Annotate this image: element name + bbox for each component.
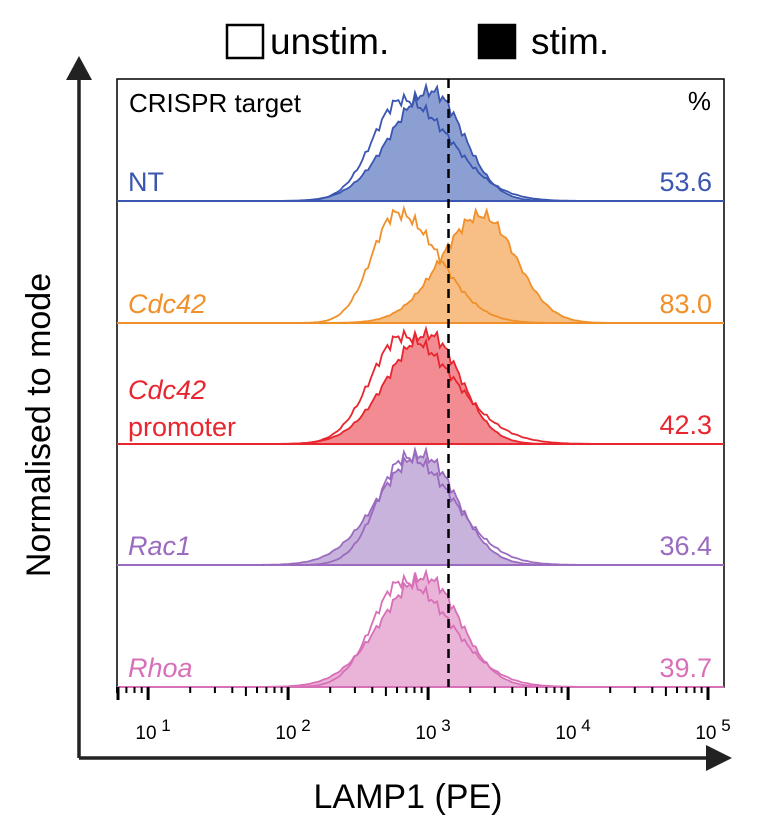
stim-histogram-5 xyxy=(117,568,724,688)
panel-header-percent: % xyxy=(688,86,711,116)
target-label-3: Cdc42 xyxy=(128,375,206,405)
y-axis-label: Normalised to mode xyxy=(20,273,58,577)
x-tick-label-2: 10 2 xyxy=(275,716,310,744)
x-axis-label: LAMP1 (PE) xyxy=(314,778,503,816)
x-tick-label-5: 10 5 xyxy=(695,716,730,744)
legend-stim-label: stim. xyxy=(531,21,609,62)
target-label-4: Rac1 xyxy=(128,531,191,561)
legend-unstim-label: unstim. xyxy=(270,21,389,62)
percent-value-3: 42.3 xyxy=(659,410,712,440)
histogram-panels: NT 53.6 Cdc42 83.0 Cdc42 promoter 42.3 Rac1 36.4… xyxy=(117,81,724,688)
x-axis-ticks: 10 1 10 2 10 3 10 4 10 5 xyxy=(116,687,731,744)
outer-axes xyxy=(66,56,732,771)
panel-2: Cdc42 83.0 xyxy=(117,204,724,324)
x-tick-label-4: 10 4 xyxy=(555,716,590,744)
panel-5: Rhoa 39.7 xyxy=(117,568,724,688)
panel-header-crispr-target: CRISPR target xyxy=(129,88,302,118)
stim-histogram-4 xyxy=(117,445,724,566)
stim-histogram-2 xyxy=(117,207,724,324)
target-label-2: Cdc42 xyxy=(128,289,206,319)
target-label-5: Rhoa xyxy=(128,653,193,683)
target-label-1: NT xyxy=(128,167,164,197)
legend-unstim-swatch xyxy=(225,23,265,60)
x-tick-label-3: 10 3 xyxy=(415,716,450,744)
x-axis-arrowhead xyxy=(706,745,732,771)
target-label-line2-3: promoter xyxy=(128,412,236,442)
panel-1: NT 53.6 xyxy=(117,81,724,202)
percent-value-5: 39.7 xyxy=(659,653,712,683)
x-tick-label-1: 10 1 xyxy=(135,716,170,744)
panel-3: Cdc42 promoter 42.3 xyxy=(117,325,724,445)
y-axis-arrowhead xyxy=(66,56,92,80)
panel-4: Rac1 36.4 xyxy=(117,445,724,566)
percent-value-4: 36.4 xyxy=(659,531,712,561)
legend: unstim. stim. xyxy=(225,21,609,62)
percent-value-2: 83.0 xyxy=(659,289,712,319)
legend-stim-swatch xyxy=(477,23,517,60)
percent-value-1: 53.6 xyxy=(659,167,712,197)
